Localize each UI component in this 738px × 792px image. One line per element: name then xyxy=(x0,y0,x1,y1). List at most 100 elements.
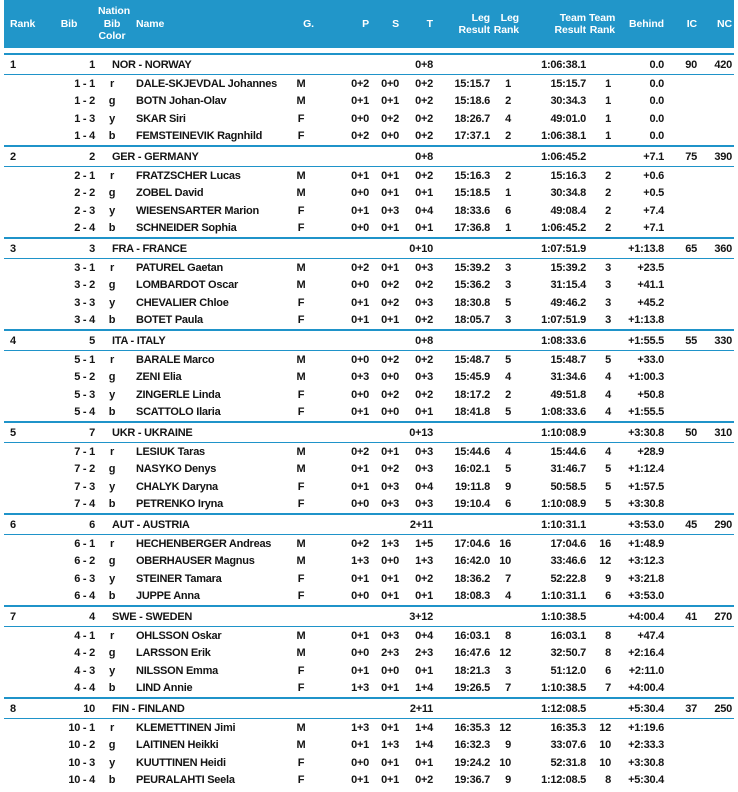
col-header-leg-result: Leg Result xyxy=(436,0,493,48)
team-result-cell: 1:06:45.2 xyxy=(523,145,589,167)
athlete-leg-result-cell: 15:39.2 xyxy=(454,261,490,274)
athlete-team-rank-cell: 8 xyxy=(605,774,611,787)
athlete-team-rank-cell: 9 xyxy=(605,572,611,585)
athlete-leg-rank-cell: 2 xyxy=(505,130,511,143)
athlete-row: 6 - 3 y STEINER Tamara F 0+1 0+1 0+2 18:… xyxy=(4,570,734,588)
athlete-name-cell: WIESENSARTER Marion xyxy=(136,204,259,217)
athlete-name-cell: CHALYK Daryna xyxy=(136,480,218,493)
team-bib-cell: 5 xyxy=(40,329,98,351)
athlete-bib-color-cell: y xyxy=(109,204,115,217)
athlete-total-shooting-cell: 0+2 xyxy=(415,774,433,787)
team-nc-cell: 420 xyxy=(701,53,734,75)
athlete-leg-result-cell: 19:26.5 xyxy=(454,682,490,695)
athlete-nc-cell xyxy=(701,312,734,331)
athlete-name-cell: ZOBEL David xyxy=(136,187,204,200)
athlete-team-result-cell: 30:34.8 xyxy=(550,187,586,200)
athlete-ic-cell xyxy=(667,312,701,331)
athlete-leg-rank-cell: 8 xyxy=(505,629,511,642)
athlete-team-result-cell: 1:10:38.5 xyxy=(541,682,586,695)
team-bib-cell: 1 xyxy=(40,53,98,75)
athlete-standing-cell: 0+2 xyxy=(381,353,399,366)
athlete-nc-cell xyxy=(701,443,734,461)
athlete-behind-cell: 0.0 xyxy=(649,130,664,143)
athlete-prone-cell: 0+0 xyxy=(351,647,369,660)
athlete-gender-cell: F xyxy=(297,406,305,419)
athlete-leg-number-cell: 3 - 2 xyxy=(74,279,95,292)
athlete-team-result-cell: 1:10:31.1 xyxy=(541,590,586,603)
athlete-prone-cell: 0+1 xyxy=(351,739,369,752)
athlete-total-shooting-cell: 0+2 xyxy=(415,314,433,327)
athlete-name-cell: STEINER Tamara xyxy=(136,572,222,585)
athlete-leg-result-cell: 16:35.3 xyxy=(454,721,490,734)
athlete-leg-number-cell: 10 - 1 xyxy=(68,721,95,734)
athlete-rank-cell xyxy=(4,754,40,772)
athlete-bib-color-cell: g xyxy=(108,647,116,660)
athlete-behind-cell: +3:30.8 xyxy=(628,756,664,769)
athlete-name-cell: LARSSON Erik xyxy=(136,647,211,660)
athlete-behind-cell: +33.0 xyxy=(637,353,664,366)
athlete-total-shooting-cell: 0+1 xyxy=(415,590,433,603)
col-header-team-result: Team Result xyxy=(523,0,589,48)
athlete-total-shooting-cell: 2+3 xyxy=(415,647,433,660)
athlete-leg-number-cell: 7 - 2 xyxy=(74,463,95,476)
athlete-leg-result-cell: 18:08.3 xyxy=(454,590,490,603)
athlete-name-cell: KUUTTINEN Heidi xyxy=(136,756,226,769)
team-name-cell: SWE - SWEDEN xyxy=(98,605,286,627)
athlete-team-rank-cell: 6 xyxy=(605,664,611,677)
team-total-shooting-cell: 2+11 xyxy=(402,697,436,719)
athlete-total-shooting-cell: 0+4 xyxy=(415,480,433,493)
athlete-gender-cell: M xyxy=(296,261,306,274)
athlete-behind-cell: +1:57.5 xyxy=(628,480,664,493)
athlete-row: 6 - 2 g OBERHAUSER Magnus M 1+3 0+0 1+3 … xyxy=(4,553,734,571)
athlete-row: 7 - 2 g NASYKO Denys M 0+1 0+2 0+3 16:02… xyxy=(4,461,734,479)
team-bib-cell: 7 xyxy=(40,421,98,443)
athlete-leg-result-cell: 15:16.3 xyxy=(454,169,490,182)
athlete-prone-cell: 1+3 xyxy=(351,555,369,568)
athlete-behind-cell: +7.1 xyxy=(643,222,664,235)
team-gender-cell xyxy=(286,53,316,75)
athlete-gender-cell: M xyxy=(296,187,306,200)
athlete-prone-cell: 0+2 xyxy=(351,77,369,90)
athlete-team-result-cell: 52:22.8 xyxy=(550,572,586,585)
athlete-nc-cell xyxy=(701,588,734,607)
athlete-ic-cell xyxy=(667,351,701,369)
athlete-total-shooting-cell: 0+3 xyxy=(415,296,433,309)
athlete-name-cell: SKAR Siri xyxy=(136,112,186,125)
athlete-bib-color-cell: g xyxy=(108,739,116,752)
athlete-team-rank-cell: 4 xyxy=(605,388,611,401)
athlete-standing-cell: 0+1 xyxy=(381,445,399,458)
header-row: Rank Bib Nation Bib Color Name G. P S T … xyxy=(4,0,734,48)
athlete-team-result-cell: 1:06:38.1 xyxy=(541,130,586,143)
athlete-team-rank-cell: 1 xyxy=(605,77,611,90)
athlete-standing-cell: 0+1 xyxy=(381,590,399,603)
athlete-bib-color-cell: r xyxy=(109,629,115,642)
athlete-standing-cell: 0+1 xyxy=(381,95,399,108)
athlete-total-shooting-cell: 0+1 xyxy=(415,406,433,419)
athlete-total-shooting-cell: 0+2 xyxy=(415,572,433,585)
team-rank-col-cell xyxy=(589,53,619,75)
team-row: 1 1 NOR - NORWAY 0+8 1:06:38.1 0.0 90 42… xyxy=(4,53,734,75)
athlete-bib-color-cell: b xyxy=(108,130,116,143)
athlete-leg-number-cell: 7 - 1 xyxy=(74,445,95,458)
team-prone-cell xyxy=(316,145,372,167)
athlete-row: 4 - 2 g LARSSON Erik M 0+0 2+3 2+3 16:47… xyxy=(4,645,734,663)
team-gender-cell xyxy=(286,605,316,627)
athlete-gender-cell: F xyxy=(297,204,305,217)
team-prone-cell xyxy=(316,697,372,719)
athlete-total-shooting-cell: 0+3 xyxy=(415,498,433,511)
athlete-leg-result-cell: 18:36.2 xyxy=(454,572,490,585)
team-rank-cell: 1 xyxy=(4,53,40,75)
athlete-rank-cell xyxy=(4,553,40,571)
athlete-bib-color-cell: r xyxy=(109,77,115,90)
athlete-behind-cell: +7.4 xyxy=(643,204,664,217)
athlete-prone-cell: 0+0 xyxy=(351,279,369,292)
athlete-total-shooting-cell: 0+2 xyxy=(415,353,433,366)
athlete-prone-cell: 0+0 xyxy=(351,590,369,603)
team-nc-cell: 360 xyxy=(701,237,734,259)
athlete-prone-cell: 0+1 xyxy=(351,204,369,217)
athlete-rank-cell xyxy=(4,496,40,515)
athlete-total-shooting-cell: 1+5 xyxy=(415,537,433,550)
athlete-rank-cell xyxy=(4,202,40,220)
col-header-ic: IC xyxy=(667,0,701,48)
